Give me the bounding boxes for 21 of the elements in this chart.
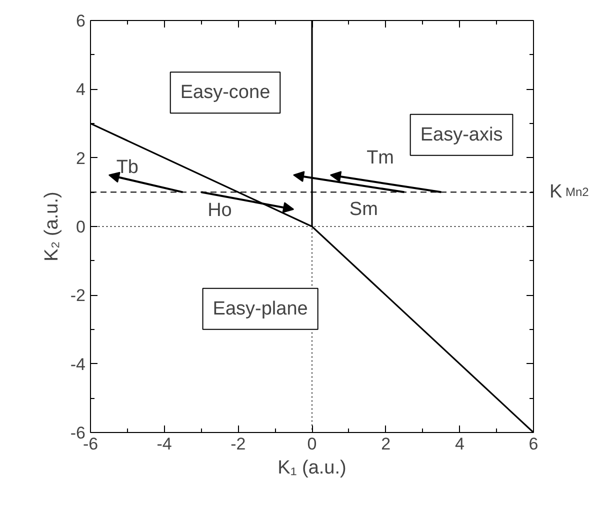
y-tick-label: -2 xyxy=(70,286,86,306)
x-tick-label: 0 xyxy=(307,434,317,454)
y-axis-title: K₂ (a.u.) xyxy=(41,192,62,262)
annotation: Easy-plane xyxy=(212,298,308,320)
y-tick-label: 6 xyxy=(76,12,86,30)
x-tick-label: 4 xyxy=(454,434,464,454)
x-tick-label: -2 xyxy=(230,434,246,454)
annotation: Easy-axis xyxy=(420,124,503,146)
x-axis-title: K₁ (a.u.) xyxy=(278,458,346,478)
annotation: Sm xyxy=(349,198,378,220)
annotation: Ho xyxy=(208,200,232,222)
x-tick-label: 2 xyxy=(381,434,391,454)
annotation: Easy-cone xyxy=(180,82,270,104)
y-tick-label: -4 xyxy=(70,354,86,374)
annotation: Tm xyxy=(366,147,394,168)
x-tick-label: 6 xyxy=(528,434,538,454)
y-tick-label: 2 xyxy=(76,148,86,168)
annotation: Tb xyxy=(116,156,139,178)
y-tick-label: 4 xyxy=(76,80,86,100)
y-tick-label: 0 xyxy=(76,218,86,236)
x-tick-label: -4 xyxy=(156,434,172,454)
